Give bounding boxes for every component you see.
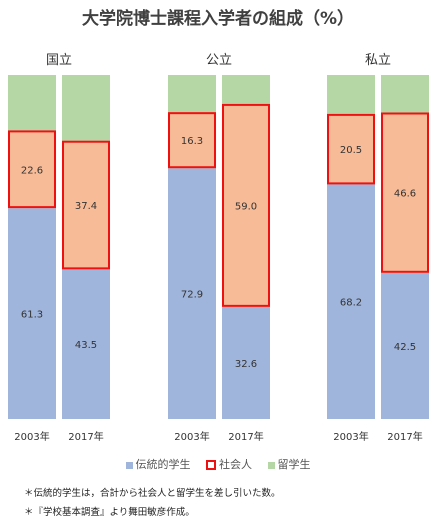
x-tick-label: 2003年	[333, 430, 368, 443]
social-highlight-border	[381, 112, 429, 273]
footnotes: ＊伝統的学生は，合計から社会人と留学生を差し引いた数。 ＊『学校基本調査』より舞…	[24, 484, 281, 522]
footnote-1: ＊伝統的学生は，合計から社会人と留学生を差し引いた数。	[24, 488, 281, 499]
bar-social	[327, 113, 375, 185]
legend-item-foreign: 留学生	[267, 456, 311, 472]
legend-label-traditional: 伝統的学生	[135, 458, 191, 471]
bar-foreign	[381, 75, 429, 113]
legend-swatch-traditional	[125, 461, 133, 469]
legend-label-foreign: 留学生	[277, 458, 311, 471]
x-tick-label: 2017年	[68, 430, 103, 443]
bar-foreign	[327, 75, 375, 114]
chart-title: 大学院博士課程入学者の組成（%）	[81, 9, 355, 29]
group-label: 国立	[46, 53, 72, 68]
legend-swatch-social	[206, 460, 216, 470]
bar-traditional	[327, 184, 375, 419]
bar-social	[168, 112, 216, 169]
x-tick-label: 2017年	[387, 430, 422, 443]
data-label-traditional: 43.5	[75, 340, 97, 351]
data-label-social: 59.0	[235, 201, 257, 212]
social-highlight-border	[222, 103, 270, 307]
footnote-2: ＊『学校基本調査』より舞田敏彦作成。	[24, 507, 195, 518]
bar-social	[62, 140, 110, 270]
bar-traditional	[222, 306, 270, 419]
bar-social	[222, 103, 270, 307]
data-label-traditional: 61.3	[21, 310, 43, 321]
group-label: 公立	[206, 53, 232, 68]
group-label: 私立	[365, 53, 391, 68]
bar-traditional	[62, 269, 110, 419]
bar-foreign	[168, 75, 216, 113]
bar-foreign	[8, 75, 56, 131]
legend-label-social: 社会人	[219, 458, 252, 471]
bar-foreign	[62, 75, 110, 141]
data-label-traditional: 42.5	[394, 342, 416, 353]
data-label-social: 20.5	[340, 145, 362, 156]
x-tick-label: 2017年	[228, 430, 263, 443]
x-tick-label: 2003年	[174, 430, 209, 443]
social-highlight-border	[327, 113, 375, 185]
social-highlight-border	[62, 140, 110, 270]
bar-social	[381, 112, 429, 273]
data-label-traditional: 32.6	[235, 359, 257, 370]
social-highlight-border	[168, 112, 216, 169]
data-label-traditional: 72.9	[181, 290, 203, 301]
legend-item-traditional: 伝統的学生	[125, 456, 191, 472]
x-tick-label: 2003年	[14, 430, 49, 443]
legend-swatch-foreign	[267, 461, 275, 469]
data-label-social: 37.4	[75, 201, 97, 212]
data-label-social: 22.6	[21, 165, 43, 176]
bar-social	[8, 130, 56, 209]
chart-legend: 伝統的学生 社会人 留学生	[0, 456, 436, 472]
bar-foreign	[222, 75, 270, 104]
bar-traditional	[381, 272, 429, 419]
legend-item-social: 社会人	[206, 456, 252, 472]
social-highlight-border	[8, 130, 56, 209]
data-label-traditional: 68.2	[340, 298, 362, 309]
data-label-social: 16.3	[181, 136, 203, 147]
bar-traditional	[168, 168, 216, 419]
bar-traditional	[8, 208, 56, 419]
data-label-social: 46.6	[394, 189, 416, 200]
